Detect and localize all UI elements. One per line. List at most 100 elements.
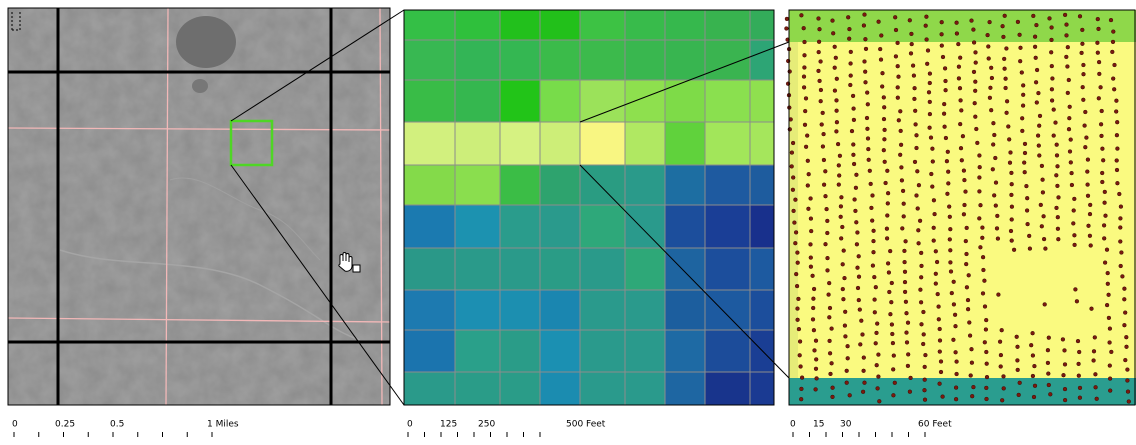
sample-point xyxy=(1016,359,1020,363)
sample-point xyxy=(1077,374,1081,378)
sample-point xyxy=(1055,154,1059,158)
raster-cell xyxy=(455,165,500,205)
sample-point xyxy=(946,150,950,154)
sample-point xyxy=(1078,396,1082,400)
sample-point xyxy=(889,300,893,304)
sample-point xyxy=(812,287,816,291)
sample-point xyxy=(915,133,919,137)
sample-point xyxy=(1067,116,1071,120)
sample-point xyxy=(785,27,789,31)
sample-point xyxy=(795,284,799,288)
sample-point xyxy=(866,137,870,141)
sample-point xyxy=(981,255,985,259)
sample-point xyxy=(840,195,844,199)
raster-cell xyxy=(540,330,580,372)
sample-point xyxy=(1115,133,1119,137)
sample-point xyxy=(891,341,895,345)
sample-point xyxy=(837,174,841,178)
sample-point xyxy=(1126,390,1130,394)
sample-point xyxy=(986,45,990,49)
sample-point xyxy=(867,158,871,162)
sample-point xyxy=(794,231,798,235)
sample-point xyxy=(822,183,826,187)
sample-point xyxy=(1021,84,1025,88)
sample-point xyxy=(848,27,852,31)
sample-point xyxy=(1015,335,1019,339)
sample-point xyxy=(1105,248,1109,252)
sample-point xyxy=(964,190,968,194)
sample-point xyxy=(949,261,953,265)
sample-point xyxy=(993,156,997,160)
sample-point xyxy=(985,362,989,366)
sample-point xyxy=(1007,138,1011,142)
points-panel[interactable] xyxy=(785,10,1136,405)
sample-point xyxy=(1002,35,1006,39)
sample-point xyxy=(938,327,942,331)
sample-point xyxy=(999,353,1003,357)
lake xyxy=(176,16,236,68)
sample-point xyxy=(839,205,843,209)
sample-point xyxy=(978,190,982,194)
sample-point xyxy=(984,318,988,322)
sample-point xyxy=(944,79,948,83)
sample-point xyxy=(1022,161,1026,165)
raster-cell xyxy=(455,248,500,290)
raster-cell xyxy=(540,205,580,248)
sample-point xyxy=(965,226,969,230)
sample-point xyxy=(899,143,903,147)
raster-cell xyxy=(540,165,580,205)
sample-point xyxy=(814,388,818,392)
sample-point xyxy=(940,20,944,24)
sample-point xyxy=(943,67,947,71)
sample-point xyxy=(857,298,861,302)
sample-point xyxy=(791,176,795,180)
sample-point xyxy=(1005,99,1009,103)
raster-cell xyxy=(404,10,455,40)
sample-point xyxy=(833,66,837,70)
sample-point xyxy=(1078,14,1082,18)
sample-point xyxy=(1126,379,1130,383)
sample-point xyxy=(1109,18,1113,22)
sample-point xyxy=(988,20,992,24)
sample-point xyxy=(1113,63,1117,67)
sample-point xyxy=(836,142,840,146)
sample-point xyxy=(818,27,822,31)
sample-point xyxy=(1056,215,1060,219)
aerial-panel[interactable] xyxy=(8,8,390,405)
sample-point xyxy=(966,298,970,302)
sample-point xyxy=(881,71,885,75)
sample-point xyxy=(828,306,832,310)
sample-point xyxy=(855,173,859,177)
sample-point xyxy=(896,41,900,45)
sample-point xyxy=(984,386,988,390)
sample-point xyxy=(922,310,926,314)
sample-point xyxy=(1103,201,1107,205)
sample-point xyxy=(875,322,879,326)
sample-point xyxy=(983,340,987,344)
raster-cell xyxy=(625,122,665,165)
sample-point xyxy=(889,312,893,316)
sample-point xyxy=(1108,377,1112,381)
sample-point xyxy=(1080,28,1084,32)
sample-point xyxy=(1067,78,1071,82)
sample-point xyxy=(995,227,999,231)
sample-point xyxy=(1066,65,1070,69)
sample-point xyxy=(1033,364,1037,368)
raster-cell xyxy=(455,80,500,122)
sample-point xyxy=(987,57,991,61)
sample-point xyxy=(1056,184,1060,188)
sample-point xyxy=(1005,111,1009,115)
scale-label: 30 xyxy=(840,420,852,430)
sample-point xyxy=(1018,381,1022,385)
sample-point xyxy=(820,123,824,127)
sample-point xyxy=(1115,99,1119,103)
sample-point xyxy=(890,323,894,327)
sample-point xyxy=(854,209,858,213)
sample-point xyxy=(1043,303,1047,307)
sample-point xyxy=(1088,203,1092,207)
sample-point xyxy=(803,53,807,57)
sample-point xyxy=(903,249,907,253)
sample-point xyxy=(1005,47,1009,51)
sample-point xyxy=(1100,180,1104,184)
